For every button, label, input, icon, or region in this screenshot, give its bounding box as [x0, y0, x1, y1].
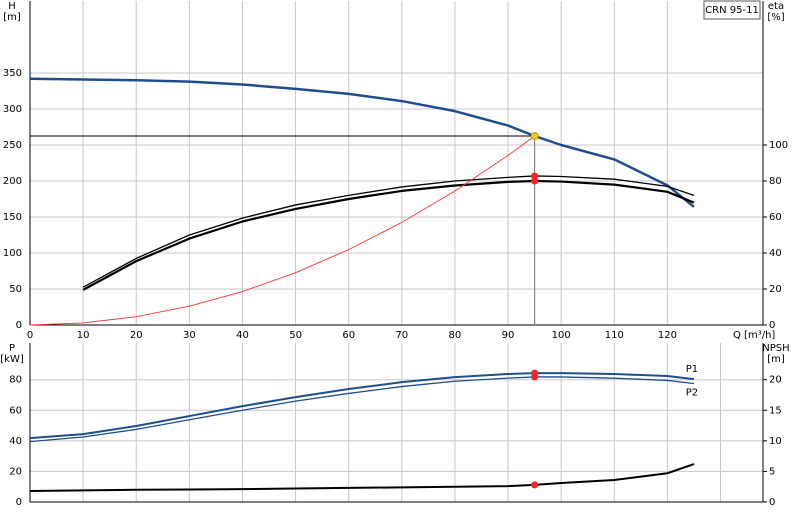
- y-tick-label: 20: [9, 466, 22, 477]
- y2-tick-label: 5: [769, 466, 775, 477]
- y-axis-title: [kW]: [0, 354, 24, 365]
- duty-point: [531, 481, 539, 489]
- x-tick-label: 60: [342, 330, 355, 341]
- y2-tick-label: 60: [769, 212, 782, 223]
- y-tick-label: 100: [3, 248, 22, 259]
- series-line: [82, 175, 695, 288]
- series-label: P1: [686, 364, 698, 375]
- y-tick-label: 40: [9, 436, 22, 447]
- y2-axis-title: NPSH: [762, 343, 789, 354]
- y-axis-title: [m]: [3, 12, 21, 23]
- y2-axis-title: [%]: [767, 12, 784, 23]
- series-line: [29, 372, 695, 440]
- y-tick-label: 150: [3, 212, 22, 223]
- y-tick-label: 350: [3, 68, 22, 79]
- y-axis-title: P: [9, 343, 15, 354]
- y2-tick-label: 20: [769, 375, 782, 386]
- y-tick-label: 200: [3, 176, 22, 187]
- duty-point: [531, 172, 539, 180]
- y2-axis-title: [m]: [767, 354, 785, 365]
- x-tick-label: 40: [236, 330, 249, 341]
- series-line: [82, 179, 695, 291]
- y-tick-label: 50: [9, 284, 22, 295]
- y-axis-title: H: [8, 1, 16, 12]
- y2-tick-label: 20: [769, 284, 782, 295]
- y2-tick-label: 0: [769, 320, 775, 331]
- x-tick-label: 20: [130, 330, 143, 341]
- x-tick-label: 120: [658, 330, 677, 341]
- y2-tick-label: 80: [769, 176, 782, 187]
- y-tick-label: 0: [16, 320, 22, 331]
- x-tick-label: 90: [502, 330, 515, 341]
- y2-tick-label: 15: [769, 405, 782, 416]
- series-label: P2: [686, 388, 698, 399]
- series-line: [29, 135, 535, 326]
- series-line: [29, 463, 695, 492]
- x-tick-label: 30: [183, 330, 196, 341]
- x-tick-label: 100: [552, 330, 571, 341]
- y-tick-label: 250: [3, 140, 22, 151]
- y2-tick-label: 40: [769, 248, 782, 259]
- x-tick-label: 70: [395, 330, 408, 341]
- series-line: [29, 77, 695, 208]
- y2-axis-title: eta: [768, 1, 784, 12]
- y2-tick-label: 0: [769, 497, 775, 508]
- x-axis-title: Q [m³/h]: [733, 330, 775, 341]
- y-tick-label: 80: [9, 375, 22, 386]
- x-tick-label: 50: [289, 330, 302, 341]
- duty-point: [530, 132, 539, 140]
- duty-point: [531, 177, 539, 185]
- duty-point: [531, 373, 539, 381]
- y-tick-label: 0: [16, 497, 22, 508]
- annotation: CRN 95-11: [705, 5, 759, 16]
- x-tick-label: 110: [605, 330, 624, 341]
- series-line: [29, 376, 695, 443]
- y-tick-label: 60: [9, 405, 22, 416]
- y-tick-label: 300: [3, 104, 22, 115]
- y2-tick-label: 10: [769, 436, 782, 447]
- annotation-box: [703, 0, 761, 20]
- x-tick-label: 80: [449, 330, 462, 341]
- y2-tick-label: 100: [769, 140, 788, 151]
- x-tick-label: 10: [77, 330, 90, 341]
- x-tick-label: 0: [27, 330, 33, 341]
